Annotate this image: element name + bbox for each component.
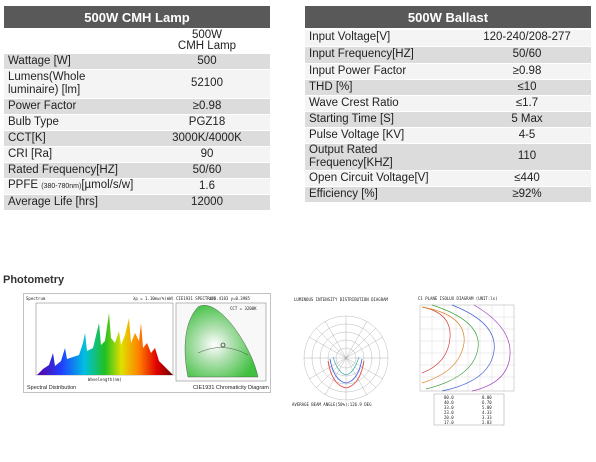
lamp-header-value: 500W CMH Lamp xyxy=(144,29,270,54)
spec-value: 3000K/4000K xyxy=(144,130,270,147)
cie-cct: CCT = 3200K xyxy=(230,306,257,311)
isolux-contour-4 xyxy=(441,304,495,392)
spec-value: 52100 xyxy=(144,69,270,99)
spec-value: 500 xyxy=(144,53,270,70)
spec-label: Input Power Factor xyxy=(305,63,463,80)
spec-label: Input Voltage[V] xyxy=(305,29,463,47)
spec-value: 5 Max xyxy=(463,111,591,128)
cie-header: CIE1931 SPECTRUM xyxy=(176,296,215,301)
isolux-contour-3 xyxy=(425,304,479,390)
cie-horseshoe xyxy=(184,305,259,378)
cie-caption: CIE1931 Chromaticity Diagram xyxy=(193,385,269,391)
intensity-title: LUMINOUS INTENSITY DISTRIBUTION DIAGRAM xyxy=(294,297,389,302)
isolux-cell: 33.0 xyxy=(444,405,454,410)
isolux-cell: 4.33 xyxy=(482,410,492,415)
spec-label: Pulse Voltage [KV] xyxy=(305,127,463,144)
spec-label: Average Life [hrs] xyxy=(4,194,144,211)
spectral-info: λp = 1.10mw/%(mW) xyxy=(133,296,174,301)
spectral-cie-panel: Spectrum λp = 1.10mw/%(mW) Wavelength(nm… xyxy=(23,293,271,393)
spec-value: ≤440 xyxy=(463,170,591,187)
lamp-header-empty xyxy=(4,29,144,54)
spectral-y-label: Spectrum xyxy=(26,296,46,301)
lamp-spec-table: 500W CMH Lamp 500W CMH Lamp Wattage [W] 5… xyxy=(4,6,270,211)
spectral-curve xyxy=(37,313,173,375)
spectral-caption: Spectral Distribution xyxy=(27,385,76,391)
ballast-spec-table: 500W Ballast Input Voltage[V] 120-240/208… xyxy=(305,6,591,203)
spec-value: 50/60 xyxy=(463,46,591,64)
ppfe-label-range: (380-780nm) xyxy=(41,183,82,190)
cie-chart: CIE1931 SPECTRUM x=0.4183 y=0.3985 CCT =… xyxy=(175,296,269,391)
intensity-curve-c45 xyxy=(332,356,360,376)
spec-value: ≤10 xyxy=(463,79,591,96)
intensity-diagram-panel: LUMINOUS INTENSITY DISTRIBUTION DIAGRAM … xyxy=(288,293,406,413)
ppfe-label-unit: [µmol/s/w] xyxy=(81,179,134,191)
isolux-cell: 3.33 xyxy=(482,415,492,420)
spec-label: CRI [Ra] xyxy=(4,146,144,163)
isolux-diagram-panel: C1 PLANE ISOLUX DIAGRAM (UNIT:lx) 80.0 8… xyxy=(412,293,522,427)
intensity-curve-c0 xyxy=(327,360,365,389)
spec-value: ≥0.98 xyxy=(463,63,591,80)
isolux-cell: 5.00 xyxy=(482,405,492,410)
lamp-table-title: 500W CMH Lamp xyxy=(4,6,270,30)
isolux-contours xyxy=(421,304,511,392)
photometry-heading: Photometry xyxy=(3,274,65,286)
isolux-legend-table: 80.0 8.00 40.0 6.70 33.0 5.00 23.0 4.33 … xyxy=(433,393,505,426)
isolux-cell: 20.0 xyxy=(444,415,454,420)
spec-label: Power Factor xyxy=(4,98,144,115)
intensity-footer: AVERAGE BEAM ANGLE(50%):126.9 DEG xyxy=(292,402,372,407)
isolux-cell: 8.00 xyxy=(482,395,492,400)
spec-value: ≥92% xyxy=(463,186,591,203)
spec-value: ≥0.98 xyxy=(144,98,270,115)
isolux-cell: 40.0 xyxy=(444,400,454,405)
polar-grid xyxy=(303,315,389,401)
spec-label: Starting Time [S] xyxy=(305,111,463,128)
cie-color-point xyxy=(220,342,226,348)
spec-value: ≤1.7 xyxy=(463,95,591,112)
cie-coords: x=0.4183 y=0.3985 xyxy=(209,296,251,301)
spec-label: Wattage [W] xyxy=(4,53,144,70)
isolux-cell: 6.70 xyxy=(482,400,492,405)
spec-label: Rated Frequency[HZ] xyxy=(4,162,144,179)
spectral-chart: Spectrum λp = 1.10mw/%(mW) Wavelength(nm… xyxy=(26,296,174,391)
isolux-title: C1 PLANE ISOLUX DIAGRAM (UNIT:lx) xyxy=(418,296,497,301)
isolux-cell: 80.0 xyxy=(444,395,454,400)
spec-label: Wave Crest Ratio xyxy=(305,95,463,112)
spec-label: Efficiency [%] xyxy=(305,186,463,203)
isolux-cell: 2.83 xyxy=(482,420,492,425)
spectral-x-label: Wavelength(nm) xyxy=(88,377,122,382)
isolux-cell: 23.0 xyxy=(444,410,454,415)
spec-label: Bulb Type xyxy=(4,114,144,131)
spec-label: THD [%] xyxy=(305,79,463,96)
spec-label: Open Circuit Voltage[V] xyxy=(305,170,463,187)
ballast-table-title: 500W Ballast xyxy=(305,6,591,30)
spec-value: 4-5 xyxy=(463,127,591,144)
intensity-curve-c90 xyxy=(329,358,363,384)
spec-label: Output Rated Frequency[KHZ] xyxy=(305,143,463,171)
isolux-contour-2 xyxy=(421,306,465,384)
isolux-cell: 17.0 xyxy=(444,420,454,425)
isolux-grid xyxy=(419,304,515,392)
spec-value: 1.6 xyxy=(144,178,270,195)
spec-value: 110 xyxy=(463,143,591,171)
isolux-contour-1 xyxy=(421,306,451,374)
spec-value: PGZ18 xyxy=(144,114,270,131)
ppfe-label-main: PPFE xyxy=(8,179,42,191)
spec-label-ppfe: PPFE (380-780nm)[µmol/s/w] xyxy=(4,178,144,195)
spec-label: Lumens(Whole luminaire) [lm] xyxy=(4,69,144,99)
spec-value: 90 xyxy=(144,146,270,163)
isolux-contour-5 xyxy=(471,304,511,392)
spec-label: CCT[K] xyxy=(4,130,144,147)
spec-value: 12000 xyxy=(144,194,270,211)
spec-label: Input Frequency[HZ] xyxy=(305,46,463,64)
spec-value: 50/60 xyxy=(144,162,270,179)
spec-value: 120-240/208-277 xyxy=(463,29,591,47)
cie-planckian-locus xyxy=(197,347,249,356)
